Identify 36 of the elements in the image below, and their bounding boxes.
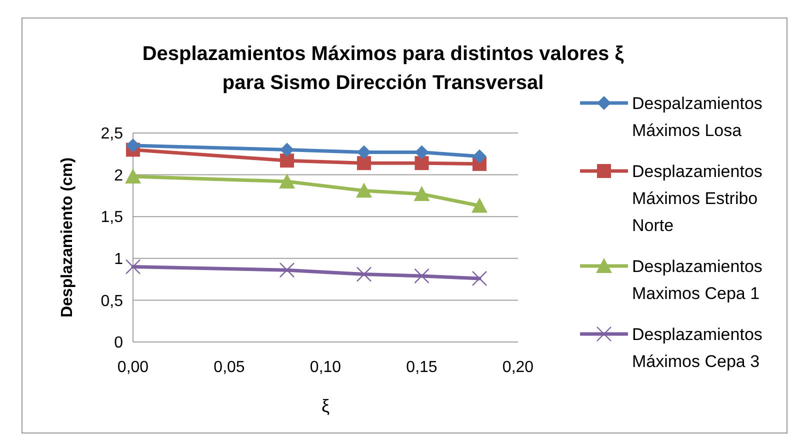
point	[472, 198, 488, 213]
point	[356, 182, 372, 198]
y-tick-label: 1	[114, 251, 124, 268]
point	[357, 156, 371, 170]
legend-label: Despalzamientos Máximos Losa	[632, 94, 762, 140]
point	[472, 149, 486, 164]
y-tick-label: 1,5	[100, 209, 124, 226]
y-axis-title: Desplazamiento (cm)	[59, 157, 76, 318]
x-tick-label: 0,20	[502, 359, 534, 376]
x-tick-label: 0,10	[310, 359, 342, 376]
y-tick-label: 2	[114, 167, 124, 184]
point	[279, 173, 295, 188]
point	[414, 145, 429, 160]
x-tick-label: 0,15	[406, 359, 438, 376]
point	[414, 268, 430, 284]
legend-label: Desplazamientos Máximos Estribo Norte	[632, 162, 762, 235]
point	[279, 262, 295, 278]
point	[125, 259, 141, 274]
point	[414, 186, 430, 202]
point	[356, 266, 372, 282]
x-axis-title: ξ	[321, 396, 330, 416]
legend-label: Desplazamientos Maximos Cepa 1	[632, 256, 762, 303]
point	[280, 142, 294, 157]
legend-label: Desplazamientos Máximos Cepa 3	[632, 324, 762, 371]
point	[414, 156, 429, 170]
y-tick-label: 0,5	[100, 292, 124, 310]
x-tick-label: 0,05	[214, 359, 245, 376]
x-tick-label: 0,00	[117, 359, 149, 376]
point	[280, 154, 294, 168]
point	[357, 145, 371, 160]
point	[125, 168, 141, 184]
point	[126, 138, 140, 153]
y-tick-label: 2,5	[100, 126, 124, 143]
y-tick-label: 0	[114, 334, 124, 352]
chart-title: Desplazamientos Máximos para distintos valores ξ para Sismo Dirección Transversal	[142, 43, 624, 94]
point	[472, 270, 488, 286]
